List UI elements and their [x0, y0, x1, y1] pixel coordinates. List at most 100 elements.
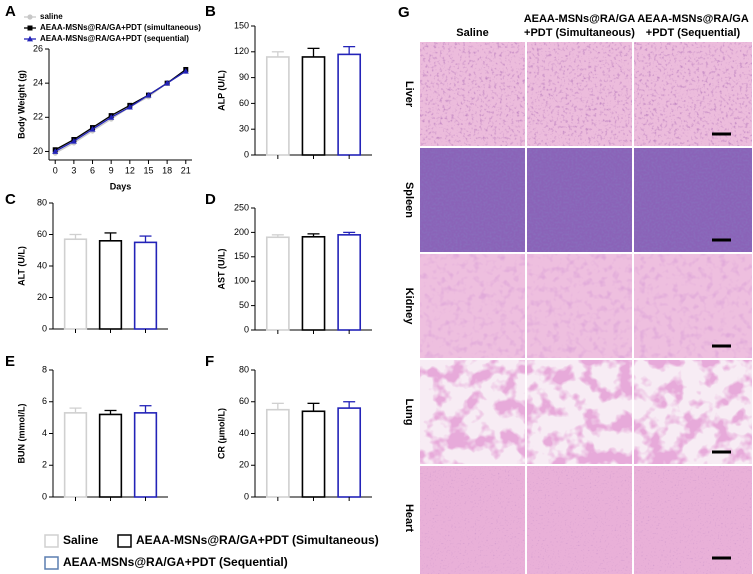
y-tick-label: 20 [33, 146, 43, 156]
y-axis-label: ALT (U/L) [16, 246, 26, 286]
tissue-texture [420, 42, 525, 146]
bar [301, 410, 326, 498]
y-tick-label: 6 [42, 396, 47, 406]
legend-label: saline [40, 12, 63, 21]
y-tick-label: 150 [234, 251, 249, 261]
y-tick-label: 0 [244, 491, 249, 501]
bar [133, 412, 158, 498]
y-tick-label: 40 [37, 260, 47, 270]
point [126, 103, 133, 110]
point [89, 126, 96, 132]
point [164, 79, 171, 86]
y-tick-label: 26 [33, 43, 43, 53]
x-axis-label: Days [110, 181, 132, 191]
tissue-texture [527, 42, 632, 146]
y-tick-label: 150 [234, 20, 249, 30]
y-tick-label: 2 [42, 460, 47, 470]
bar [133, 241, 158, 330]
bar [301, 235, 326, 331]
point [70, 138, 77, 144]
row-label: Lung [403, 399, 415, 426]
x-tick-label: 21 [181, 165, 191, 175]
y-tick-label: 20 [239, 460, 249, 470]
bar [337, 234, 362, 331]
tissue-texture [527, 254, 632, 358]
panel-label: A [5, 3, 16, 20]
y-tick-label: 0 [244, 149, 249, 159]
y-tick-label: 80 [37, 197, 47, 207]
tissue-texture [634, 360, 752, 464]
y-axis-label: ALP (U/L) [216, 70, 226, 111]
y-tick-label: 120 [234, 46, 249, 56]
x-tick-label: 9 [109, 165, 114, 175]
tissue-texture [634, 148, 752, 252]
column-header: +PDT (Simultaneous) [524, 27, 635, 39]
tissue-texture [420, 148, 525, 252]
panel-label: F [205, 353, 214, 370]
y-tick-label: 60 [239, 98, 249, 108]
y-tick-label: 8 [42, 364, 47, 374]
y-tick-label: 60 [239, 396, 249, 406]
tissue-texture [420, 254, 525, 358]
column-header: AEAA-MSNs@RA/GA [637, 13, 749, 25]
legend-label: AEAA-MSNs@RA/GA+PDT (Simultaneous) [136, 533, 379, 547]
legend-label: AEAA-MSNs@RA/GA+PDT (Sequential) [63, 555, 288, 569]
legend-label: AEAA-MSNs@RA/GA+PDT (sequential) [40, 34, 189, 43]
point [145, 91, 152, 98]
tissue-texture [527, 466, 632, 574]
y-tick-label: 80 [239, 364, 249, 374]
bar [337, 53, 362, 156]
y-tick-label: 40 [239, 428, 249, 438]
panel-label: C [5, 191, 16, 208]
column-header: Saline [456, 27, 488, 39]
y-tick-label: 0 [42, 491, 47, 501]
bar [265, 408, 290, 498]
legend-label: Saline [63, 533, 99, 547]
y-tick-label: 200 [234, 227, 249, 237]
tissue-texture [420, 360, 525, 464]
y-axis-label: Body Weight (g) [16, 70, 26, 139]
x-tick-label: 18 [162, 165, 172, 175]
x-tick-label: 3 [71, 165, 76, 175]
row-label: Spleen [403, 182, 415, 218]
bar [337, 407, 362, 498]
y-tick-label: 4 [42, 428, 47, 438]
y-tick-label: 50 [239, 300, 249, 310]
point [52, 148, 59, 154]
column-header: +PDT (Sequential) [646, 27, 741, 39]
bar [63, 238, 88, 330]
bar [98, 240, 123, 330]
x-tick-label: 6 [90, 165, 95, 175]
tissue-texture [527, 360, 632, 464]
row-label: Liver [403, 81, 415, 108]
tissue-texture [634, 42, 752, 146]
x-tick-label: 0 [53, 165, 58, 175]
row-label: Kidney [403, 288, 415, 326]
panel-label: E [5, 353, 15, 370]
y-tick-label: 30 [239, 124, 249, 134]
row-label: Heart [403, 504, 415, 532]
y-tick-label: 250 [234, 202, 249, 212]
y-axis-label: CR (μmol/L) [216, 408, 226, 459]
tissue-texture [527, 148, 632, 252]
bar [63, 412, 88, 498]
bar [265, 56, 290, 156]
x-tick-label: 12 [125, 165, 135, 175]
legend-swatch [117, 534, 132, 548]
tissue-texture [634, 466, 752, 574]
y-tick-label: 22 [33, 112, 43, 122]
y-tick-label: 0 [244, 324, 249, 334]
bar [98, 413, 123, 498]
y-tick-label: 60 [37, 229, 47, 239]
y-axis-label: AST (U/L) [216, 249, 226, 290]
tissue-texture [634, 254, 752, 358]
panel-label: G [398, 4, 410, 21]
y-axis-label: BUN (mmol/L) [16, 404, 26, 464]
tissue-texture [420, 466, 525, 574]
column-header: AEAA-MSNs@RA/GA [524, 13, 636, 25]
y-tick-label: 0 [42, 323, 47, 333]
y-tick-label: 20 [37, 292, 47, 302]
legend-label: AEAA-MSNs@RA/GA+PDT (simultaneous) [40, 23, 201, 32]
x-tick-label: 15 [143, 165, 153, 175]
point [182, 68, 189, 74]
